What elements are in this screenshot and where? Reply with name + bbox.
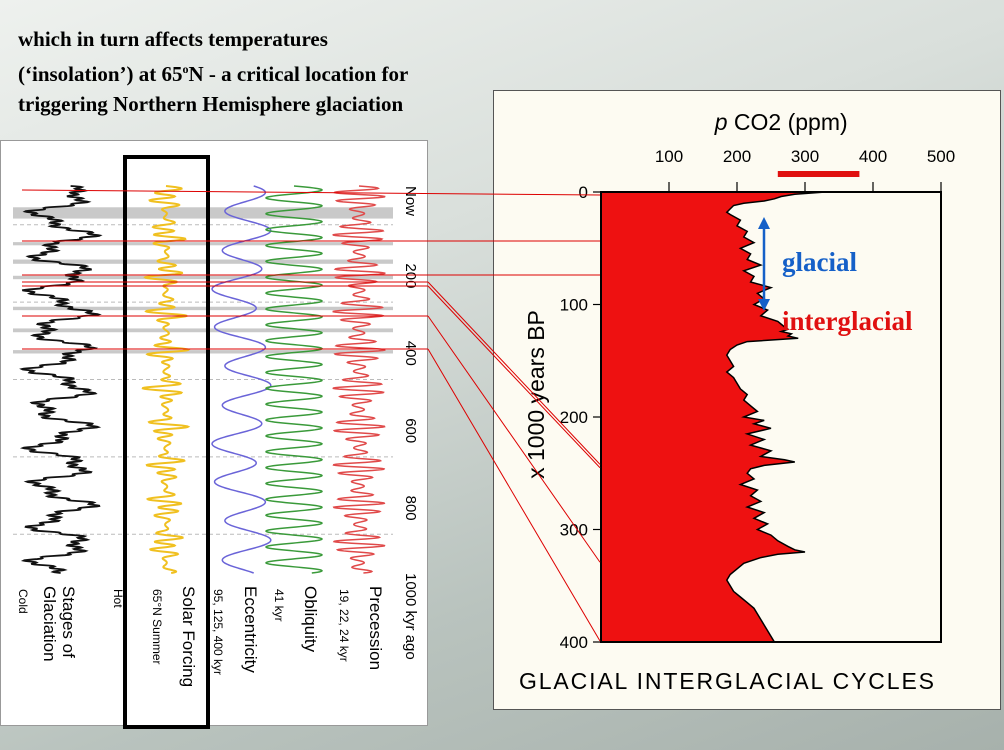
column-sub-obliquity: 41 kyr	[272, 589, 286, 622]
column-label-solar: Solar Forcing	[179, 586, 198, 687]
glaciation-curve	[19, 185, 103, 574]
y-tick-label: 400	[560, 633, 588, 652]
column-sub-eccentricity: 95, 125, 400 kyr	[211, 589, 225, 675]
column-label-glaciation-2: Glaciation	[40, 586, 59, 662]
heading-line-1: which in turn affects temperatures	[18, 27, 328, 51]
glacial-stage-band	[13, 242, 393, 246]
column-label-eccentricity: Eccentricity	[241, 586, 260, 673]
x-tick-label: 300	[791, 147, 819, 166]
x-tick-label: 400	[859, 147, 887, 166]
eccentricity-curve	[211, 185, 272, 574]
time-tick-label: 600	[402, 418, 419, 443]
precession-curve	[332, 185, 386, 574]
co2-panel: 100 200 300 400 500 0 100 200 300 400 p CO2 (ppm) x…	[493, 90, 1001, 710]
y-tick-label: 200	[560, 408, 588, 427]
slide-heading: which in turn affects temperatures (‘ins…	[18, 24, 498, 119]
heading-line-3: triggering Northern Hemisphere glaciatio…	[18, 92, 404, 116]
x-tick-label: 100	[655, 147, 683, 166]
glacial-stage-band	[13, 328, 393, 333]
column-sub-precession: 19, 22, 24 kyr	[337, 589, 351, 662]
y-tick-label: 100	[560, 296, 588, 315]
obliquity-curve	[265, 185, 323, 574]
time-tick-label: 200	[402, 263, 419, 288]
time-tick-label: Now	[402, 186, 419, 216]
glacial-arrow-head-up	[758, 217, 770, 229]
column-label-glaciation: Stages of	[59, 586, 78, 658]
glacial-arrow-head-down	[758, 299, 770, 311]
co2-area	[601, 192, 826, 642]
time-tick-label: 400	[402, 341, 419, 366]
y-tick-label: 0	[579, 183, 588, 202]
x-axis-label: p CO2 (ppm)	[714, 109, 848, 135]
co2-chart: 100 200 300 400 500 0 100 200 300 400 p CO2 (ppm) x…	[519, 109, 955, 694]
glacial-stage-band	[13, 207, 393, 219]
y-tick-label: 300	[560, 521, 588, 540]
y-axis-label: x 1000 years BP	[523, 310, 549, 479]
x-tick-label: 200	[723, 147, 751, 166]
glacial-stage-band	[13, 259, 393, 264]
heading-line-2: (‘insolation’) at 65oN - a critical loca…	[18, 62, 409, 86]
time-tick-label: 1000 kyr ago	[402, 573, 419, 660]
glaciation-cold-label: Cold	[16, 589, 30, 614]
orbital-forcing-chart: Now 200 400 600 800 1000 kyr ago Stages ofGlac…	[13, 185, 419, 687]
glaciation-hot-label: Hot	[111, 589, 125, 608]
x-tick-label: 500	[927, 147, 955, 166]
orbital-forcing-panel: Now 200 400 600 800 1000 kyr ago Stages of Glac…	[0, 140, 428, 726]
column-label-obliquity: Obliquity	[301, 586, 320, 653]
column-sub-solar: 65°N Summer	[150, 589, 164, 665]
time-tick-label: 800	[402, 496, 419, 521]
glacial-label: glacial	[782, 247, 857, 277]
chart-title: GLACIAL INTERGLACIAL CYCLES	[519, 668, 934, 694]
column-label-precession: Precession	[366, 586, 385, 670]
interglacial-label: interglacial	[782, 306, 913, 336]
